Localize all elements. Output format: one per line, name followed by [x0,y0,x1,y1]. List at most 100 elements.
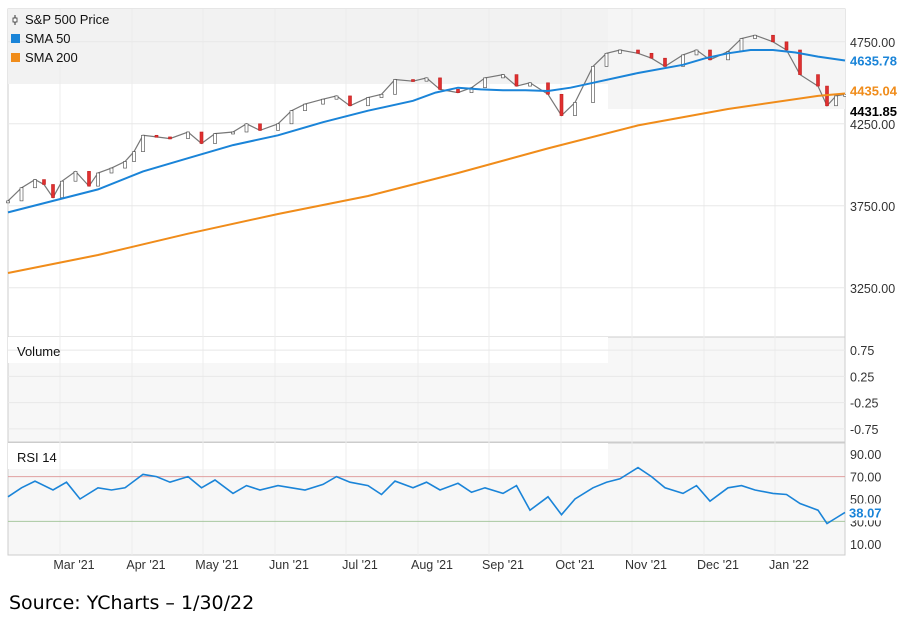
sma200-line [7,92,846,274]
price-y-tick-label: 3250.00 [850,282,895,296]
price-candle [141,134,145,152]
volume-y-tick-label: -0.25 [850,397,879,411]
x-tick-label: May '21 [195,558,238,572]
price-candle [289,110,294,125]
rsi-current-value-label: 38.07 [849,505,882,520]
price-candle [784,41,789,51]
price-candle [109,167,114,174]
rsi-panel [7,442,846,556]
x-tick-label: Jun '21 [269,558,309,572]
current-value-bg [846,51,902,69]
price-candle [681,54,685,67]
price-candle [33,179,37,189]
legend-swatch [11,34,20,43]
rsi-line [7,466,846,525]
x-tick-label: Mar '21 [53,558,94,572]
x-tick-label: Jan '22 [769,558,809,572]
x-tick-label: Jul '21 [342,558,378,572]
rsi-y-tick-label: 70.00 [850,471,881,485]
price-candle [154,134,159,138]
price-candle [618,49,622,54]
price-candle [573,102,577,116]
price-candle [739,38,744,52]
legend: S&P 500 Price SMA 50 SMA 200 [11,12,109,65]
chart-svg: Mar '21 Apr '21 May '21 Jun '21 Jul '21 Aug '… [6,8,902,572]
rsi-y-tick-label: 90.00 [850,448,881,462]
price-candle [6,200,10,204]
price-y-tick-label: 4750.00 [850,36,895,50]
price-candle [379,93,384,98]
price-candle [258,123,262,131]
price-candle [411,79,415,82]
price-candle [438,77,442,90]
price-candle [501,74,505,79]
price-candle [591,66,595,103]
rsi-series-group [7,466,846,525]
price-candle [663,57,667,67]
current-value-label: 4435.04 [850,83,898,98]
legend-entry: S&P 500 Price [25,12,109,27]
price-gridlines [8,9,845,555]
price-candle [366,97,370,107]
volume-panel [7,336,846,443]
volume-y-tick-label: 0.75 [850,344,874,358]
price-candle [636,49,640,54]
price-candle [199,131,204,144]
price-candle [168,136,172,140]
price-candle [753,34,757,39]
price-candle [546,82,550,95]
rsi-y-tick-label: 10.00 [850,538,881,552]
rsi-panel-label: RSI 14 [17,450,57,465]
source-caption: Source: YCharts – 1/30/22 [9,592,255,614]
price-candle [334,95,339,100]
price-y-tick-label: 3750.00 [850,200,895,214]
price-candle [303,103,307,111]
legend-swatch [11,53,20,62]
x-tick-label: Sep '21 [482,558,524,572]
price-candle [834,95,838,107]
price-candle [73,171,78,182]
price-candle [42,179,46,185]
x-tick-label: Dec '21 [697,558,739,572]
price-candle [231,131,235,135]
price-candle [244,123,249,133]
price-candle [321,98,325,105]
price-candle [604,52,609,67]
price-candle [87,171,91,187]
price-candle [348,95,352,107]
price-candle [424,77,429,82]
price-candle [213,133,217,144]
current-value-bg [846,101,902,119]
price-candle [19,187,24,202]
x-tick-label: Apr '21 [126,558,165,572]
price-candle [123,161,127,169]
sma50-line [7,49,846,214]
current-value-label: 4431.85 [850,104,897,119]
price-candle [96,172,100,187]
current-value-label: 4635.78 [850,54,897,69]
price-panel [7,8,846,338]
legend-entry: SMA 200 [25,50,78,65]
x-tick-label: Oct '21 [555,558,594,572]
price-candle [694,49,699,56]
price-candle [514,74,519,87]
price-candle [393,79,397,95]
price-candle [816,74,820,87]
rsi-current-bg [846,503,886,521]
price-candle [276,123,280,131]
x-tick-label: Nov '21 [625,558,667,572]
price-candle [649,52,654,59]
price-candle [60,180,64,198]
price-candle [51,184,55,198]
price-candle [456,89,460,93]
current-value-bg [846,81,902,99]
price-y-tick-label: 4250.00 [850,118,895,132]
x-tick-label: Aug '21 [411,558,453,572]
price-candle [708,49,712,61]
candlestick-icon-body [12,17,18,23]
price-series-group [6,34,847,274]
axis-labels: Mar '21 Apr '21 May '21 Jun '21 Jul '21 Aug '… [17,36,902,572]
price-panel-shade [8,9,608,84]
volume-panel-label: Volume [17,344,60,359]
volume-y-tick-label: -0.75 [850,423,879,437]
